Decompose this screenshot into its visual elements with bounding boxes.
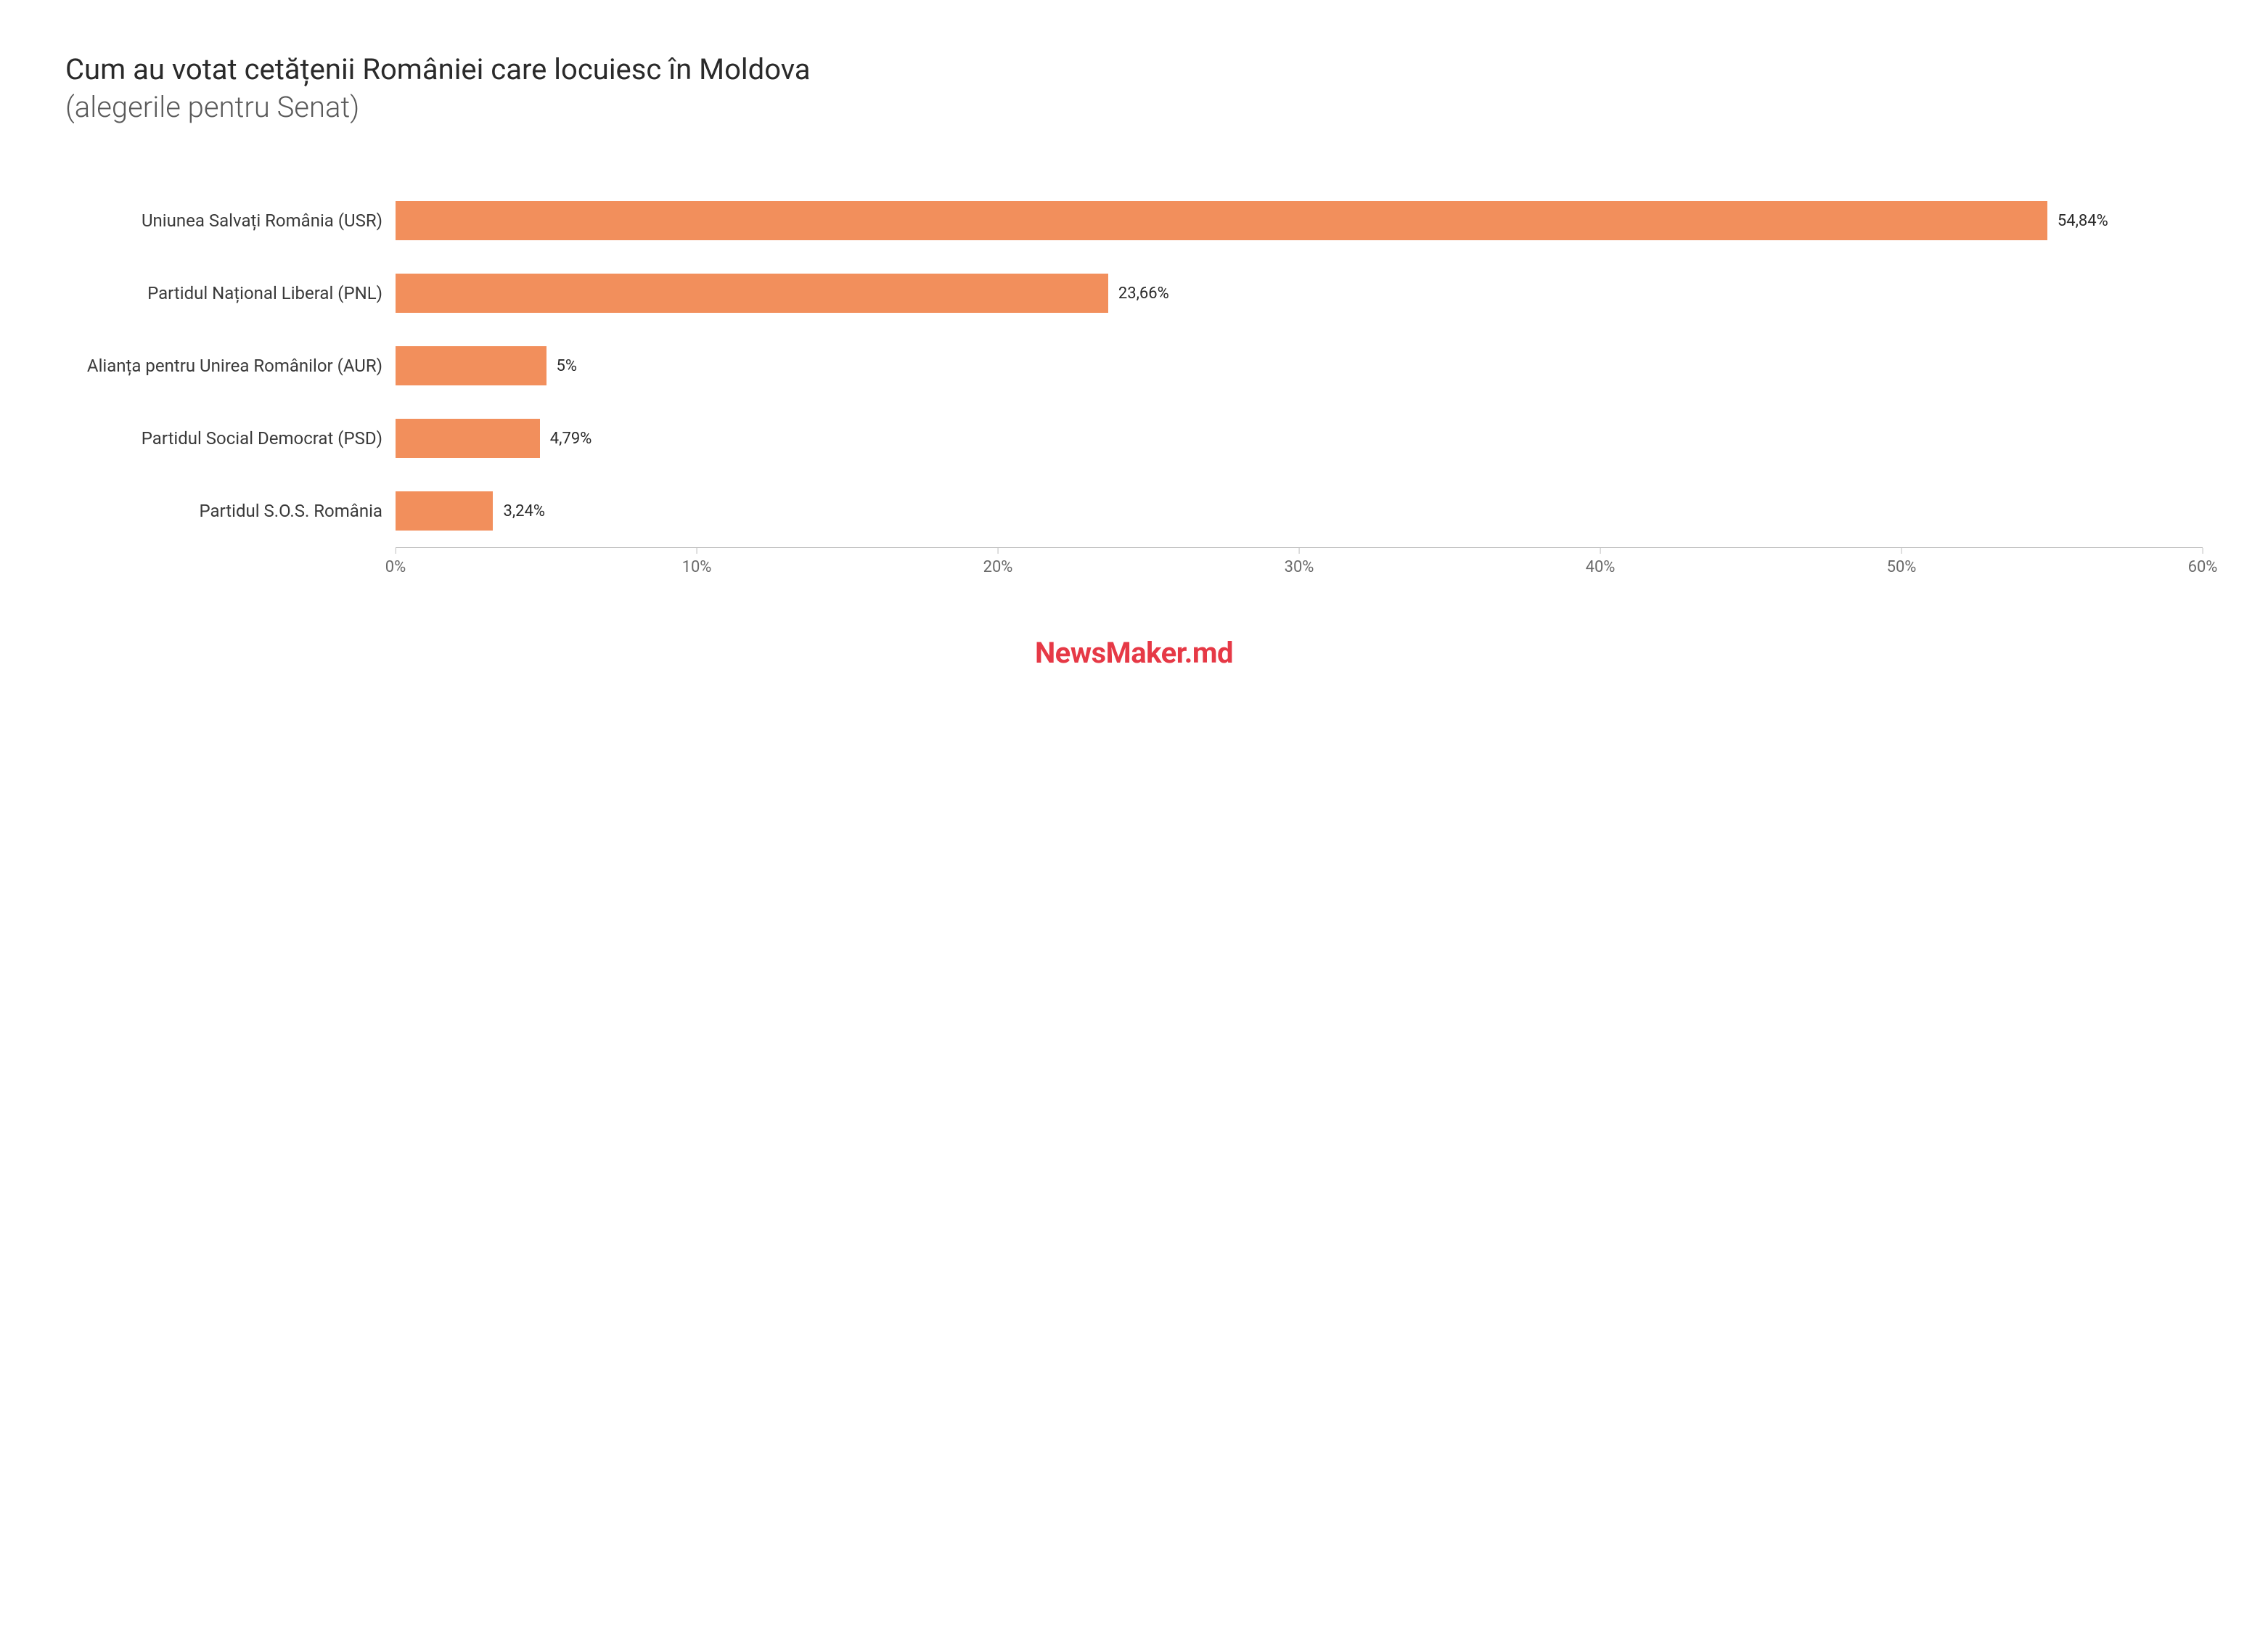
- x-tick: 20%: [983, 548, 1013, 576]
- bar-row: Alianța pentru Unirea Românilor (AUR) 5%: [65, 330, 2203, 402]
- bar-row: Uniunea Salvați România (USR) 54,84%: [65, 184, 2203, 257]
- value-label: 4,79%: [550, 430, 592, 448]
- tick-label: 20%: [983, 558, 1013, 576]
- bar: [396, 274, 1108, 313]
- category-label: Partidul Național Liberal (PNL): [65, 283, 396, 303]
- category-label: Partidul S.O.S. România: [65, 501, 396, 521]
- x-tick: 40%: [1586, 548, 1616, 576]
- x-tick: 50%: [1887, 548, 1917, 576]
- chart-title-line2: (alegerile pentru Senat): [65, 89, 2203, 126]
- tick-mark: [1600, 548, 1601, 554]
- category-label: Partidul Social Democrat (PSD): [65, 428, 396, 449]
- source-logo: NewsMaker.md: [65, 636, 2203, 670]
- tick-label: 60%: [2188, 558, 2218, 576]
- x-axis: 0%10%20%30%40%50%60%: [65, 547, 2203, 585]
- tick-label: 0%: [385, 558, 406, 576]
- tick-label: 40%: [1586, 558, 1616, 576]
- tick-label: 10%: [682, 558, 712, 576]
- bar-chart: Uniunea Salvați România (USR) 54,84% Parti…: [65, 184, 2203, 585]
- x-tick: 0%: [385, 548, 406, 576]
- bar-row: Partidul Național Liberal (PNL) 23,66%: [65, 257, 2203, 330]
- tick-label: 30%: [1285, 558, 1314, 576]
- x-tick: 10%: [682, 548, 712, 576]
- bar-area: 54,84%: [396, 184, 2203, 257]
- bar-row: Partidul Social Democrat (PSD) 4,79%: [65, 402, 2203, 475]
- tick-mark: [1299, 548, 1300, 554]
- bar: [396, 491, 493, 531]
- x-tick: 60%: [2188, 548, 2218, 576]
- bar-area: 5%: [396, 330, 2203, 402]
- bar-area: 23,66%: [396, 257, 2203, 330]
- tick-mark: [998, 548, 999, 554]
- value-label: 5%: [557, 357, 577, 375]
- x-tick: 30%: [1285, 548, 1314, 576]
- value-label: 3,24%: [503, 502, 545, 520]
- category-label: Uniunea Salvați România (USR): [65, 210, 396, 231]
- value-label: 23,66%: [1118, 285, 1169, 303]
- bar: [396, 346, 546, 385]
- bar: [396, 419, 540, 458]
- value-label: 54,84%: [2058, 212, 2108, 230]
- chart-title-block: Cum au votat cetățenii României care loc…: [65, 51, 2203, 126]
- bar: [396, 201, 2047, 240]
- tick-label: 50%: [1887, 558, 1917, 576]
- chart-title-line1: Cum au votat cetățenii României care loc…: [65, 51, 2203, 89]
- tick-mark: [1901, 548, 1902, 554]
- bar-area: 4,79%: [396, 402, 2203, 475]
- bar-row: Partidul S.O.S. România 3,24%: [65, 475, 2203, 547]
- tick-mark: [395, 548, 396, 554]
- bar-area: 3,24%: [396, 475, 2203, 547]
- category-label: Alianța pentru Unirea Românilor (AUR): [65, 356, 396, 376]
